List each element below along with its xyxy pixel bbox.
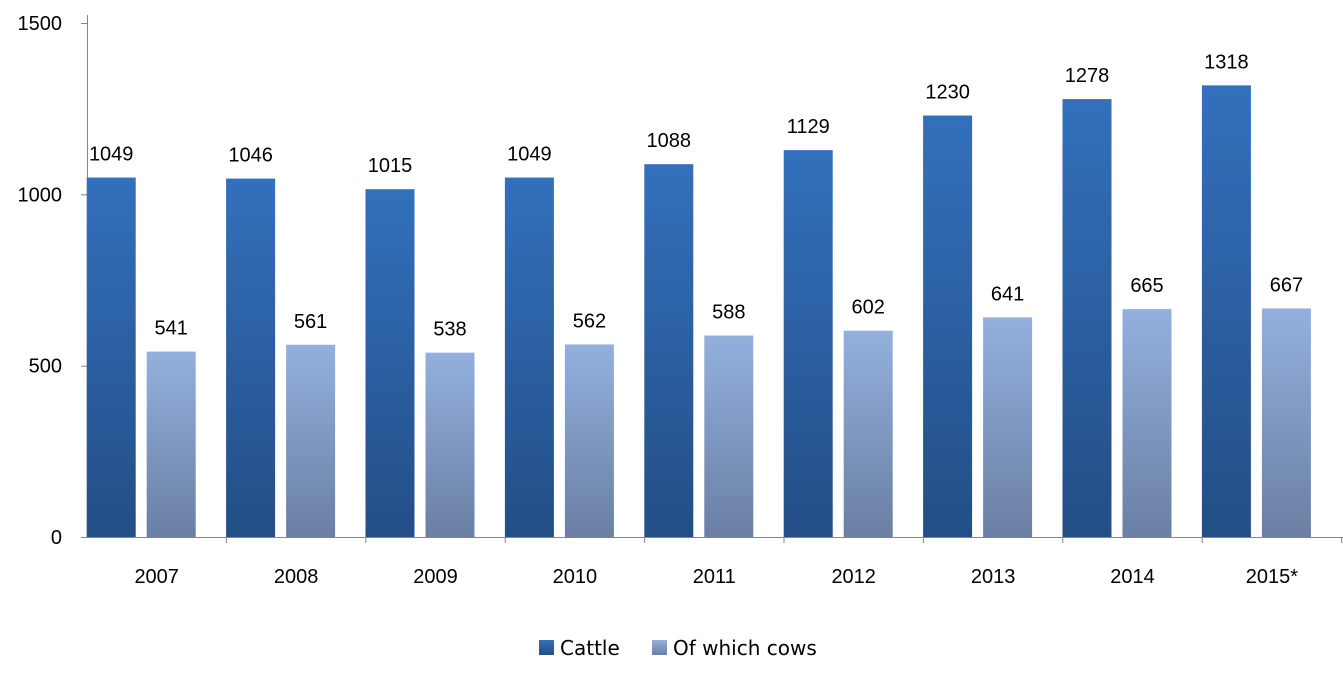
data-label: 641 (991, 283, 1024, 305)
data-label: 665 (1130, 275, 1163, 297)
x-tick-label: 2009 (413, 566, 458, 588)
bars (86, 85, 1311, 538)
data-label: 1230 (925, 82, 970, 104)
bar-cattle (365, 189, 415, 537)
bar-cows (286, 344, 336, 537)
bar-cows (1122, 309, 1172, 537)
y-tick-label: 0 (51, 527, 62, 549)
data-label: 541 (155, 318, 188, 340)
data-label: 1129 (787, 116, 830, 138)
bar-cows (564, 344, 614, 537)
data-label: 538 (433, 319, 466, 341)
bar-cows (843, 330, 893, 537)
data-label: 1046 (228, 145, 273, 167)
x-tick-label: 2007 (134, 566, 179, 588)
x-tick-label: 2015* (1246, 566, 1298, 588)
data-label: 1049 (89, 144, 134, 166)
data-label: 562 (573, 310, 606, 332)
bar-cattle (504, 177, 554, 537)
legend-swatch-cows (652, 640, 667, 655)
y-tick-label: 1500 (18, 13, 63, 35)
data-labels: 1049 541 1046 561 1015 538 1049 562 1088 588 1129 6… (89, 51, 1303, 340)
bar-cattle (1201, 85, 1251, 538)
legend-label: Cattle (560, 636, 620, 660)
bar-cows (146, 351, 196, 537)
data-label: 1278 (1065, 65, 1110, 87)
x-tick-label: 2013 (971, 566, 1016, 588)
legend: Cattle Of which cows (539, 636, 817, 660)
x-tick-label: 2012 (831, 566, 876, 588)
x-axis: 2007 2008 2009 2010 2011 2012 2013 2014 2015* (87, 537, 1343, 588)
data-label: 1015 (368, 155, 413, 177)
y-axis: 0 500 1000 1500 (18, 13, 88, 549)
y-tick-label: 500 (29, 356, 62, 378)
x-tick-label: 2011 (693, 566, 736, 588)
data-label: 1049 (507, 144, 552, 166)
bar-cattle (1062, 99, 1112, 538)
bar-cows (425, 352, 475, 537)
data-label: 1318 (1204, 51, 1249, 73)
x-tick-label: 2014 (1110, 566, 1155, 588)
bar-cattle (783, 150, 833, 537)
x-tick-label: 2008 (274, 566, 319, 588)
data-label: 561 (294, 311, 327, 333)
bar-cattle (86, 177, 136, 537)
bar-cattle (226, 178, 276, 537)
data-label: 1088 (647, 130, 692, 152)
bar-cows (1261, 308, 1311, 537)
legend-label: Of which cows (673, 636, 817, 660)
x-tick-label: 2010 (553, 566, 598, 588)
data-label: 667 (1270, 274, 1303, 296)
bar-cattle (923, 115, 973, 538)
data-label: 588 (712, 302, 745, 324)
y-tick-label: 1000 (18, 184, 63, 206)
bar-cattle (644, 164, 694, 538)
bar-cows (983, 317, 1033, 537)
data-label: 602 (852, 297, 885, 319)
bar-cows (704, 335, 754, 537)
legend-swatch-cattle (539, 640, 554, 655)
